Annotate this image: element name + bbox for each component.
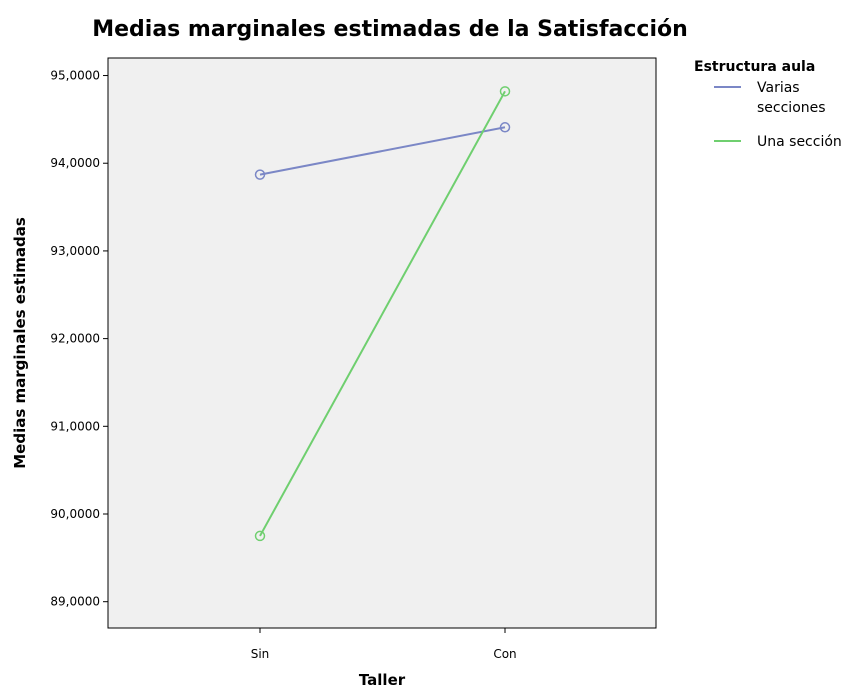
legend-title: Estructura aula [694,59,815,75]
legend-label-1: Varias [757,80,800,96]
series-line-1 [259,126,506,176]
series-layer [254,86,511,542]
y-tick-label: 95,0000 [50,69,100,83]
series-marker-2 [254,530,266,542]
y-tick-label: 91,0000 [50,419,100,433]
plot-area [107,57,657,629]
legend-label-1: secciones [757,100,826,116]
y-tick-label: 94,0000 [50,156,100,170]
y-tick-label: 89,0000 [50,595,100,609]
y-axis-label: Medias marginales estimadas [11,217,29,469]
legend-label-2: Una sección [757,134,842,150]
y-tick-label: 93,0000 [50,244,100,258]
y-tick-label: 90,0000 [50,507,100,521]
chart-title: Medias marginales estimadas de la Satisf… [92,17,688,42]
x-tick-label: Sin [251,647,270,661]
series-marker-2 [499,86,511,97]
legend: Estructura aula Varias secciones Una secci… [694,59,842,150]
x-tick-label: Con [493,647,516,661]
y-tick-label: 92,0000 [50,332,100,346]
x-axis-label: Taller [359,671,406,689]
series-line-2 [259,90,506,537]
series-marker-1 [499,122,511,133]
x-axis: Sin Con [251,628,517,661]
series-marker-1 [254,169,266,180]
y-axis: 89,0000 90,0000 91,0000 92,0000 93,0000 94,00… [50,69,108,609]
